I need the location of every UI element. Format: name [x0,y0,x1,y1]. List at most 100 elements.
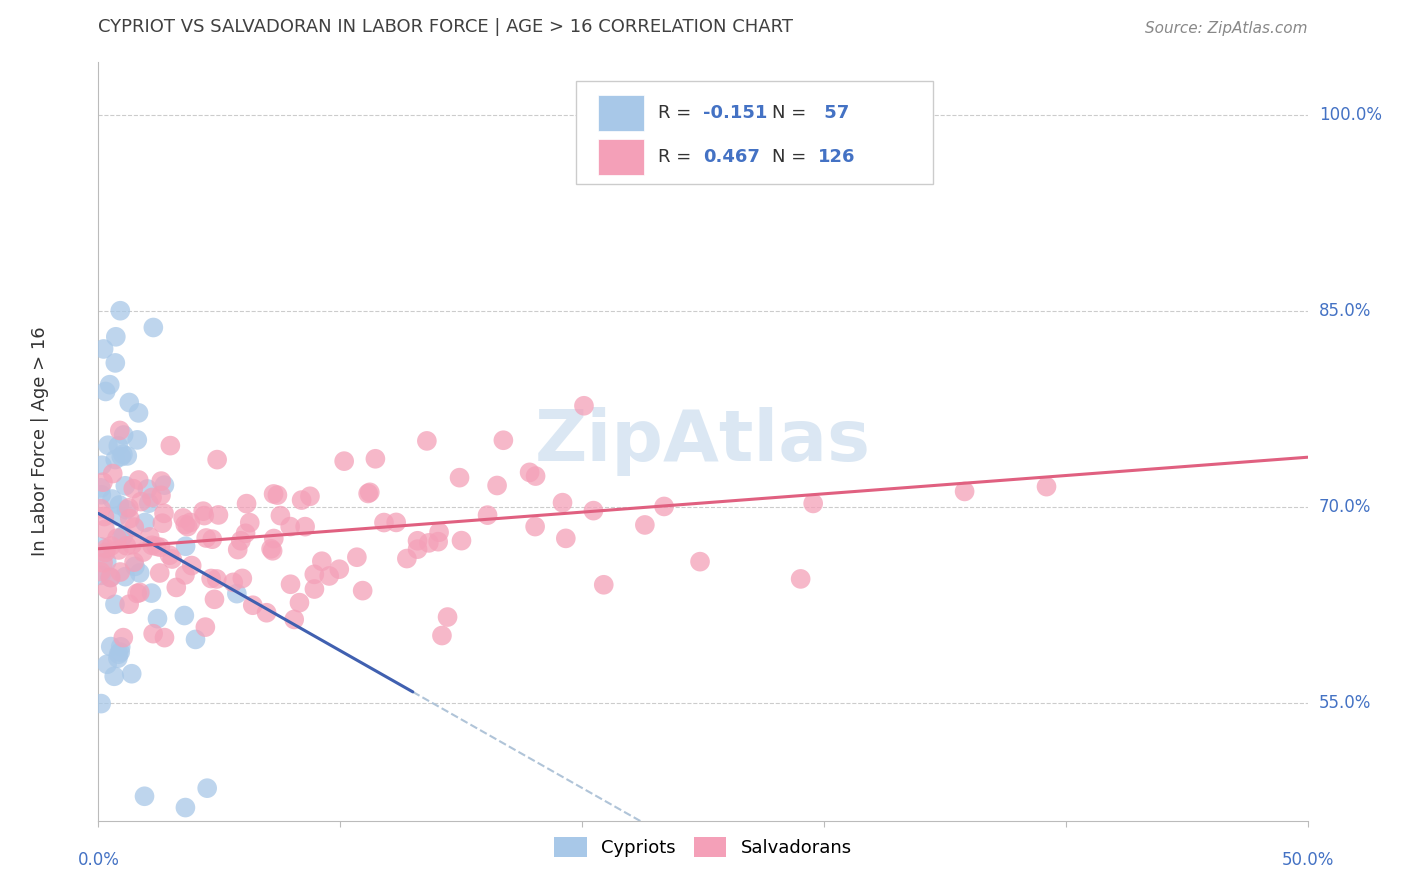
Point [122,555,145,569]
Text: 100.0%: 100.0% [1319,106,1382,124]
Point [104,597,127,611]
Point [416,434,439,448]
Point [333,454,356,468]
Text: 57: 57 [818,104,849,122]
Point [90,697,112,711]
Point [1035,480,1057,494]
Point [201,532,224,546]
Point [193,504,215,518]
Point [112,631,135,645]
Point [524,519,547,533]
Point [519,466,541,480]
Point [359,485,381,500]
Point [110,565,132,579]
Point [141,538,163,552]
Point [153,506,176,520]
Point [160,552,183,566]
Text: R =: R = [658,104,697,122]
Point [235,526,257,541]
Point [121,666,143,681]
Point [150,474,173,488]
Point [477,508,499,523]
Point [149,541,172,555]
Point [110,645,132,659]
Point [98,570,121,584]
Point [112,528,135,542]
Point [357,486,380,500]
Point [222,575,245,590]
Point [138,530,160,544]
Point [278,519,301,533]
Point [450,533,472,548]
Point [449,470,471,484]
Point [108,498,131,512]
Point [205,452,228,467]
Point [124,559,146,574]
Point [90,488,112,502]
Point [304,582,326,596]
Point [554,532,576,546]
Point [385,516,408,530]
Point [149,566,172,580]
Point [592,578,614,592]
Point [145,539,167,553]
Point [572,399,595,413]
Point [294,519,316,533]
Point [406,542,429,557]
Point [193,508,215,523]
Point [146,612,169,626]
Point [179,516,201,530]
Point [173,608,195,623]
Point [90,540,112,554]
Point [204,592,226,607]
Point [110,640,132,654]
Point [111,447,134,461]
Point [207,508,229,522]
Point [427,534,450,549]
Point [110,450,132,464]
Point [96,582,118,597]
Point [242,599,264,613]
Point [159,439,181,453]
Point [100,539,122,553]
Point [103,669,125,683]
Point [195,531,218,545]
Point [801,496,824,510]
Point [90,481,112,495]
Point [93,509,115,524]
Point [235,497,257,511]
Point [118,511,141,525]
Text: N =: N = [772,104,811,122]
FancyBboxPatch shape [576,81,932,184]
Point [105,531,128,545]
Point [184,632,207,647]
Point [239,516,262,530]
Text: 0.0%: 0.0% [77,851,120,869]
Point [101,491,124,506]
Point [121,538,143,552]
Point [418,536,440,550]
Point [90,565,112,579]
Text: 0.467: 0.467 [703,148,759,166]
Point [174,800,197,814]
Point [136,482,159,496]
Text: -0.151: -0.151 [703,104,768,122]
Point [107,509,129,524]
Point [100,640,122,654]
Point [97,438,120,452]
Point [107,439,129,453]
Point [263,487,285,501]
Point [129,494,152,508]
Point [150,488,173,502]
Point [395,551,418,566]
Point [226,542,249,557]
Point [90,501,112,516]
Text: 55.0%: 55.0% [1319,694,1371,712]
Point [112,428,135,442]
Text: ZipAtlas: ZipAtlas [536,407,870,476]
Point [101,467,124,481]
Point [91,556,114,570]
Point [159,548,181,562]
Point [524,469,547,483]
Text: CYPRIOT VS SALVADORAN IN LABOR FORCE | AGE > 16 CORRELATION CHART: CYPRIOT VS SALVADORAN IN LABOR FORCE | A… [98,18,793,36]
